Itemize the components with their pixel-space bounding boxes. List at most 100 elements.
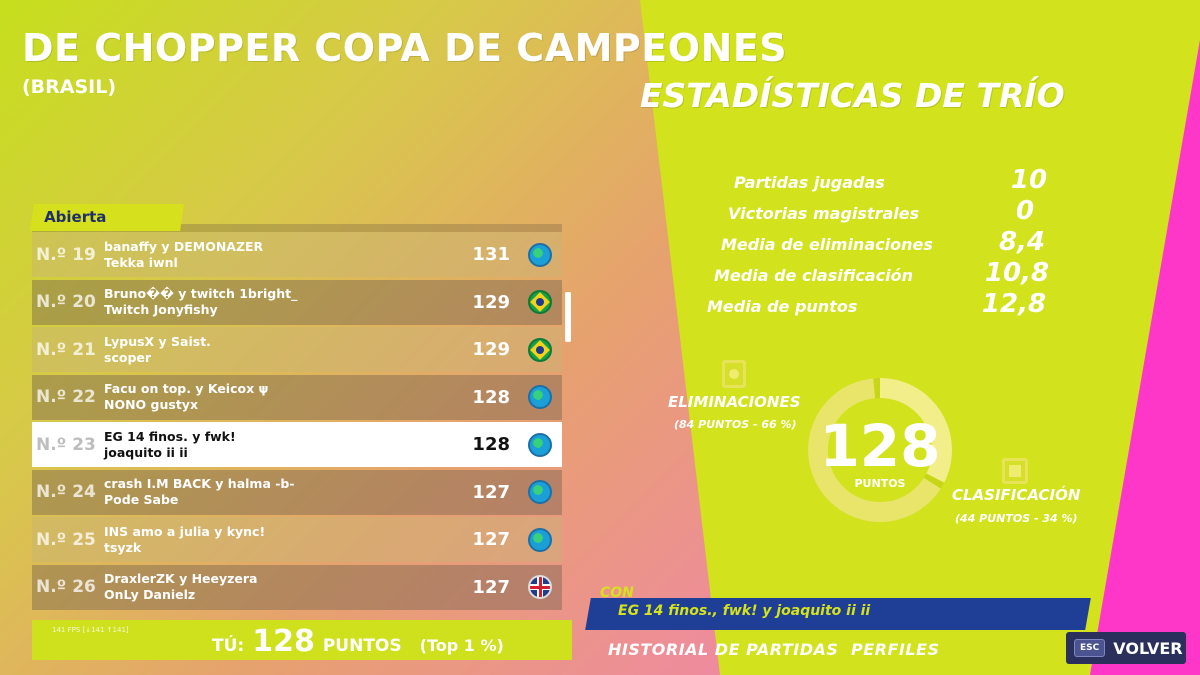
row-players-line1: INS amo a julia y kync! (104, 523, 266, 539)
row-players-line2: OnLy Danielz (104, 587, 196, 602)
row-team-names: banaffy y DEMONAZER Tekka iwnl (104, 239, 450, 271)
globe-icon (528, 432, 552, 457)
row-players-line1: EG 14 finos. y fwk! (104, 428, 236, 444)
leaderboard-row[interactable]: N.º 24 crash I.M BACK y halma -b- Pode S… (32, 469, 562, 515)
page-subtitle: (BRASIL) (22, 76, 117, 98)
donut-total-label: PUNTOS (855, 477, 906, 490)
globe-icon (528, 480, 552, 504)
your-score-label: TÚ: (212, 636, 245, 656)
brazil-flag-icon (528, 337, 552, 362)
row-score: 128 (472, 386, 510, 408)
your-score-value: 128 (252, 624, 315, 659)
row-team-names: DraxlerZK y Heeyzera OnLy Danielz (104, 571, 450, 603)
team-con-label: CON (600, 585, 634, 601)
eliminations-points: (84 PUNTOS - 66 %) (674, 418, 797, 431)
tab-profiles[interactable]: PERFILES (851, 640, 940, 659)
row-players-line1: crash I.M BACK y halma -b- (104, 476, 295, 491)
row-score: 128 (472, 434, 510, 455)
row-rank: N.º 22 (36, 387, 96, 407)
row-score: 127 (472, 481, 510, 503)
donut-total: 128 (819, 412, 940, 480)
leaderboard-row[interactable]: N.º 25 INS amo a julia y kync! tsyzk 127 (32, 517, 562, 562)
row-players-line2: joaquito ii ii (104, 444, 188, 460)
back-button-label: VOLVER (1113, 638, 1183, 658)
leaderboard-row-selected[interactable]: N.º 23 EG 14 finos. y fwk! joaquito ii i… (32, 422, 562, 467)
leaderboard-row[interactable]: N.º 26 DraxlerZK y Heeyzera OnLy Danielz… (32, 564, 562, 610)
row-players-line2: Pode Sabe (104, 492, 179, 507)
row-team-names: EG 14 finos. y fwk! joaquito ii ii (104, 429, 450, 461)
stat-label-victorias: Victorias magistrales (728, 204, 920, 223)
row-rank: N.º 24 (36, 482, 96, 502)
row-players-line2: Twitch Jonyfishy (104, 302, 218, 317)
row-players-line2: tsyzk (104, 539, 142, 555)
esc-key-icon: ESC (1074, 639, 1106, 657)
fps-counter: 141 FPS [↓141 ↑141] (52, 626, 129, 634)
stat-value-eliminaciones: 8,4 (998, 227, 1046, 257)
row-players-line1: Bruno�� y twitch 1bright_ (104, 286, 298, 301)
row-score: 127 (472, 529, 510, 550)
stat-label-eliminaciones: Media de eliminaciones (721, 235, 933, 254)
your-score-bar: TÚ: 128 PUNTOS (Top 1 %) (32, 620, 572, 660)
stat-value-victorias: 0 (1015, 196, 1035, 226)
row-players-line2: Tekka iwnl (104, 254, 178, 270)
row-score: 129 (472, 291, 510, 313)
row-rank: N.º 19 (36, 244, 96, 265)
stat-label-partidas: Partidas jugadas (734, 173, 885, 192)
points-donut: 128 PUNTOS (800, 370, 960, 530)
stat-value-partidas: 10 (1010, 165, 1048, 195)
globe-icon (528, 385, 552, 409)
row-players-line2: NONO gustyx (104, 397, 199, 412)
row-rank: N.º 23 (36, 434, 96, 455)
row-players-line1: DraxlerZK y Heeyzera (104, 571, 258, 586)
row-players-line1: LypusX y Saist. (104, 333, 211, 349)
stat-value-clasificacion: 10,8 (984, 258, 1050, 288)
row-players-line1: banaffy y DEMONAZER (104, 238, 264, 254)
leaderboard-row[interactable]: N.º 19 banaffy y DEMONAZER Tekka iwnl 13… (32, 232, 562, 277)
donut-arc-eliminations (808, 378, 952, 522)
row-rank: N.º 20 (36, 292, 96, 312)
row-rank: N.º 21 (36, 339, 96, 360)
leaderboard-scrollbar[interactable] (565, 292, 571, 342)
stat-label-puntos: Media de puntos (707, 297, 858, 316)
stats-title: ESTADÍSTICAS DE TRÍO (640, 76, 1065, 115)
row-players-line2: scoper (104, 349, 152, 365)
your-score-content: TÚ: 128 PUNTOS (Top 1 %) (212, 624, 504, 659)
row-score: 131 (472, 244, 510, 265)
row-rank: N.º 26 (36, 577, 96, 597)
your-score-units: PUNTOS (322, 636, 402, 656)
row-rank: N.º 25 (36, 529, 96, 550)
tab-abierta[interactable]: Abierta (30, 204, 184, 231)
placement-label: CLASIFICACIÓN (952, 486, 1081, 504)
row-team-names: LypusX y Saist. scoper (104, 334, 450, 366)
uk-flag-icon (528, 575, 552, 599)
eliminations-label: ELIMINACIONES (668, 393, 801, 411)
row-team-names: Facu on top. y Keicox ψ NONO gustyx (104, 381, 450, 413)
leaderboard-top-border (32, 224, 562, 232)
leaderboard-list: N.º 19 banaffy y DEMONAZER Tekka iwnl 13… (32, 232, 562, 612)
back-button[interactable]: ESC VOLVER (1066, 632, 1186, 664)
leaderboard-row[interactable]: N.º 22 Facu on top. y Keicox ψ NONO gust… (32, 374, 562, 420)
stat-label-clasificacion: Media de clasificación (714, 266, 913, 285)
tab-match-history[interactable]: HISTORIAL DE PARTIDAS (608, 640, 839, 659)
eliminations-icon (722, 360, 746, 388)
leaderboard-row[interactable]: N.º 21 LypusX y Saist. scoper 129 (32, 327, 562, 372)
page-title: DE CHOPPER COPA DE CAMPEONES (22, 26, 788, 70)
row-score: 129 (472, 339, 510, 360)
row-team-names: INS amo a julia y kync! tsyzk (104, 524, 450, 556)
row-players-line1: Facu on top. y Keicox ψ (104, 381, 269, 396)
your-score-top: (Top 1 %) (419, 636, 504, 655)
brazil-flag-icon (528, 290, 552, 314)
tab-abierta-label: Abierta (44, 208, 107, 226)
leaderboard-row[interactable]: N.º 20 Bruno�� y twitch 1bright_ Twitch … (32, 279, 562, 325)
placement-points: (44 PUNTOS - 34 %) (955, 512, 1078, 525)
globe-icon (528, 527, 552, 552)
team-members: EG 14 finos., fwk! y joaquito ii ii (618, 603, 871, 619)
donut-arc-placement (808, 378, 952, 522)
points-donut-svg: 128 PUNTOS (808, 378, 952, 522)
placement-icon (1002, 458, 1028, 484)
row-score: 127 (472, 576, 510, 598)
row-team-names: Bruno�� y twitch 1bright_ Twitch Jonyfis… (104, 286, 450, 318)
row-team-names: crash I.M BACK y halma -b- Pode Sabe (104, 476, 450, 508)
globe-icon (528, 242, 552, 267)
